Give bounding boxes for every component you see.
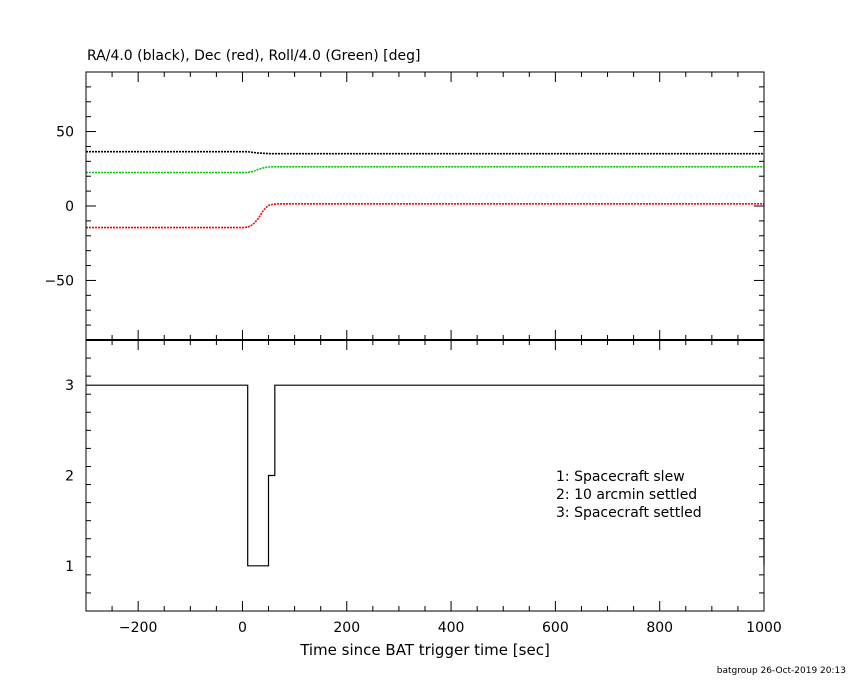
bottom-xtick-label: −200 bbox=[119, 620, 157, 636]
x-axis-label: Time since BAT trigger time [sec] bbox=[299, 641, 550, 659]
top-frame bbox=[85, 71, 765, 341]
bottom-xtick-label: 400 bbox=[438, 620, 465, 636]
top-panel: RA/4.0 (black), Dec (red), Roll/4.0 (Gre… bbox=[44, 48, 765, 341]
bottom-ticklabels-group: 3 2 1 −200 0 200 400 600 800 1000 bbox=[65, 378, 782, 636]
bottom-xtick-label: 600 bbox=[542, 620, 569, 636]
top-ytick-label: 50 bbox=[56, 125, 74, 141]
bottom-series-group bbox=[86, 384, 765, 567]
legend-line-1: 1: Spacecraft slew bbox=[556, 469, 685, 485]
top-series-group bbox=[86, 150, 764, 229]
top-ytick-label: 0 bbox=[65, 199, 74, 215]
bottom-xtick-label: 800 bbox=[646, 620, 673, 636]
bottom-ytick-label: 3 bbox=[65, 378, 74, 394]
top-title: RA/4.0 (black), Dec (red), Roll/4.0 (Gre… bbox=[87, 48, 420, 64]
top-ticks-group bbox=[86, 72, 764, 340]
legend-line-3: 3: Spacecraft settled bbox=[556, 505, 702, 521]
top-ytick-label: −50 bbox=[44, 273, 74, 289]
bottom-panel: 3 2 1 −200 0 200 400 600 800 1000 1: Spacecraft s… bbox=[65, 339, 782, 659]
bottom-ticks-group bbox=[86, 340, 764, 611]
top-series-1 bbox=[86, 203, 764, 229]
bottom-xtick-label: 1000 bbox=[746, 620, 782, 636]
legend-line-2: 2: 10 arcmin settled bbox=[556, 487, 697, 503]
footer-credit: batgroup 26-Oct-2019 20:13 bbox=[717, 666, 846, 676]
bottom-ytick-label: 1 bbox=[65, 559, 74, 575]
bottom-xtick-label: 0 bbox=[238, 620, 247, 636]
top-series-0 bbox=[86, 150, 764, 155]
bottom-series-0 bbox=[86, 384, 765, 567]
bottom-xtick-label: 200 bbox=[333, 620, 360, 636]
top-ticklabels-group: 50 0 −50 bbox=[44, 125, 74, 290]
top-series-2 bbox=[86, 166, 764, 174]
bottom-ytick-label: 2 bbox=[65, 469, 74, 485]
